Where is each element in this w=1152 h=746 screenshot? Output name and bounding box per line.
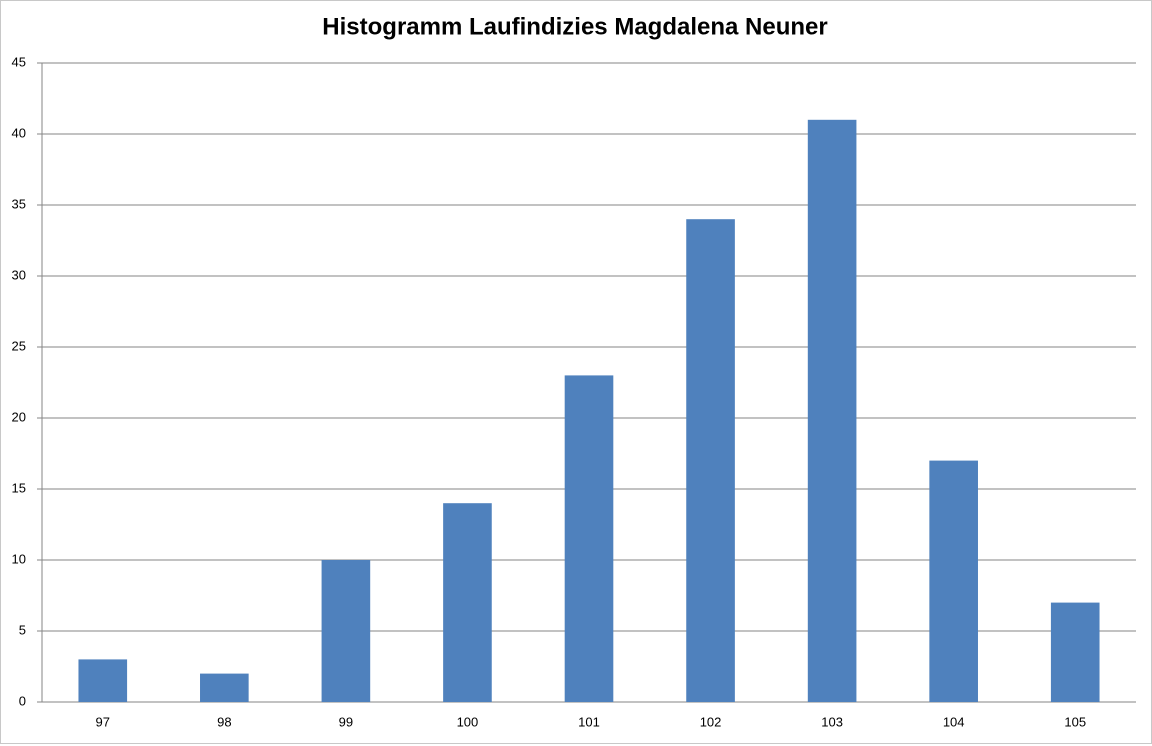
x-tick-label: 103 xyxy=(821,714,843,729)
y-tick-label: 5 xyxy=(19,622,26,637)
y-tick-label: 30 xyxy=(12,267,26,282)
bar xyxy=(200,673,249,702)
y-tick-label: 10 xyxy=(12,551,26,566)
y-tick-label: 20 xyxy=(12,409,26,424)
bar xyxy=(929,460,978,702)
x-tick-label: 101 xyxy=(578,714,600,729)
bar xyxy=(443,503,492,702)
x-tick-label: 98 xyxy=(217,714,231,729)
x-tick-label: 102 xyxy=(700,714,722,729)
y-tick-label: 40 xyxy=(12,125,26,140)
y-tick-label: 45 xyxy=(12,54,26,69)
x-tick-label: 100 xyxy=(457,714,479,729)
x-tick-label: 105 xyxy=(1064,714,1086,729)
x-tick-label: 104 xyxy=(943,714,965,729)
bar xyxy=(1050,602,1100,702)
bar xyxy=(686,219,735,702)
bar xyxy=(321,560,371,702)
y-tick-label: 35 xyxy=(12,196,26,211)
x-tick-label: 97 xyxy=(96,714,110,729)
y-tick-label: 15 xyxy=(12,480,26,495)
bar xyxy=(807,119,857,703)
x-tick-label: 99 xyxy=(339,714,353,729)
bar xyxy=(78,659,128,702)
y-tick-label: 25 xyxy=(12,338,26,353)
y-tick-label: 0 xyxy=(19,693,26,708)
bar xyxy=(564,375,614,702)
chart-title: Histogramm Laufindizies Magdalena Neuner xyxy=(322,13,827,40)
